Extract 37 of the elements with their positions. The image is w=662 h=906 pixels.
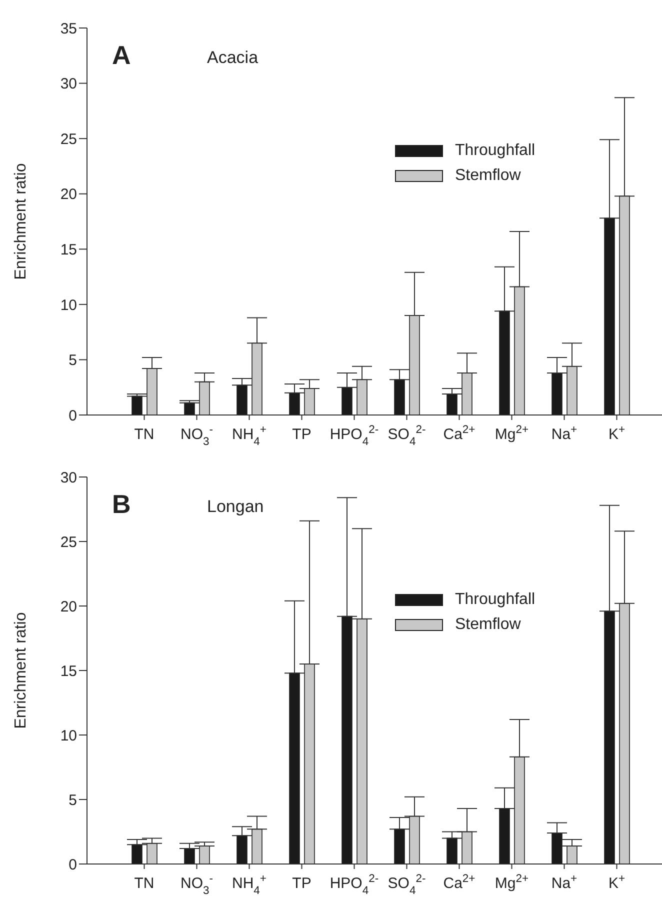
legend-label: Stemflow bbox=[455, 616, 521, 634]
legend-label: Throughfall bbox=[455, 142, 536, 160]
y-tick-label: 30 bbox=[60, 76, 77, 93]
x-tick-label: Na$^{+}$ bbox=[551, 424, 578, 443]
x-tick-label: Mg$^{2+}$ bbox=[494, 873, 530, 892]
x-tick-label: K$^{+}$ bbox=[608, 873, 626, 892]
y-tick-label: 5 bbox=[68, 792, 77, 809]
y-tick-label: 10 bbox=[60, 296, 77, 314]
x-tick-label: TP bbox=[292, 426, 312, 443]
y-tick-label: 15 bbox=[60, 241, 77, 258]
y-axis-title: Enrichment ratio bbox=[12, 612, 30, 729]
x-tick-label: TN bbox=[134, 875, 154, 892]
x-tick-label: Ca$^{2+}$ bbox=[443, 424, 476, 443]
text: Longan bbox=[207, 497, 264, 517]
legend-label: Stemflow bbox=[455, 166, 521, 184]
y-tick-label: 30 bbox=[60, 469, 77, 486]
text: B bbox=[112, 489, 131, 520]
y-tick-label: 5 bbox=[68, 352, 77, 370]
y-tick-label: 35 bbox=[60, 20, 77, 38]
y-tick-label: 15 bbox=[60, 662, 77, 680]
y-axis-title: Enrichment ratio bbox=[12, 163, 30, 280]
y-tick-label: 25 bbox=[60, 534, 77, 551]
y-tick-label: 20 bbox=[60, 598, 77, 616]
legend-label: Throughfall bbox=[455, 590, 536, 608]
y-tick-label: 25 bbox=[60, 130, 77, 148]
x-tick-label: Na$^{+}$ bbox=[551, 873, 578, 892]
y-tick-label: 0 bbox=[68, 856, 77, 874]
x-tick-label: K$^{+}$ bbox=[608, 424, 626, 443]
text: Acacia bbox=[207, 48, 258, 68]
y-tick-label: 10 bbox=[60, 727, 77, 744]
x-tick-label: Mg$^{2+}$ bbox=[494, 424, 530, 443]
x-tick-label: TN bbox=[134, 426, 154, 443]
x-tick-label: TP bbox=[292, 875, 312, 892]
text: A bbox=[112, 40, 131, 71]
y-tick-label: 0 bbox=[68, 407, 77, 424]
y-tick-label: 20 bbox=[60, 186, 77, 204]
x-tick-label: Ca$^{2+}$ bbox=[443, 873, 476, 892]
